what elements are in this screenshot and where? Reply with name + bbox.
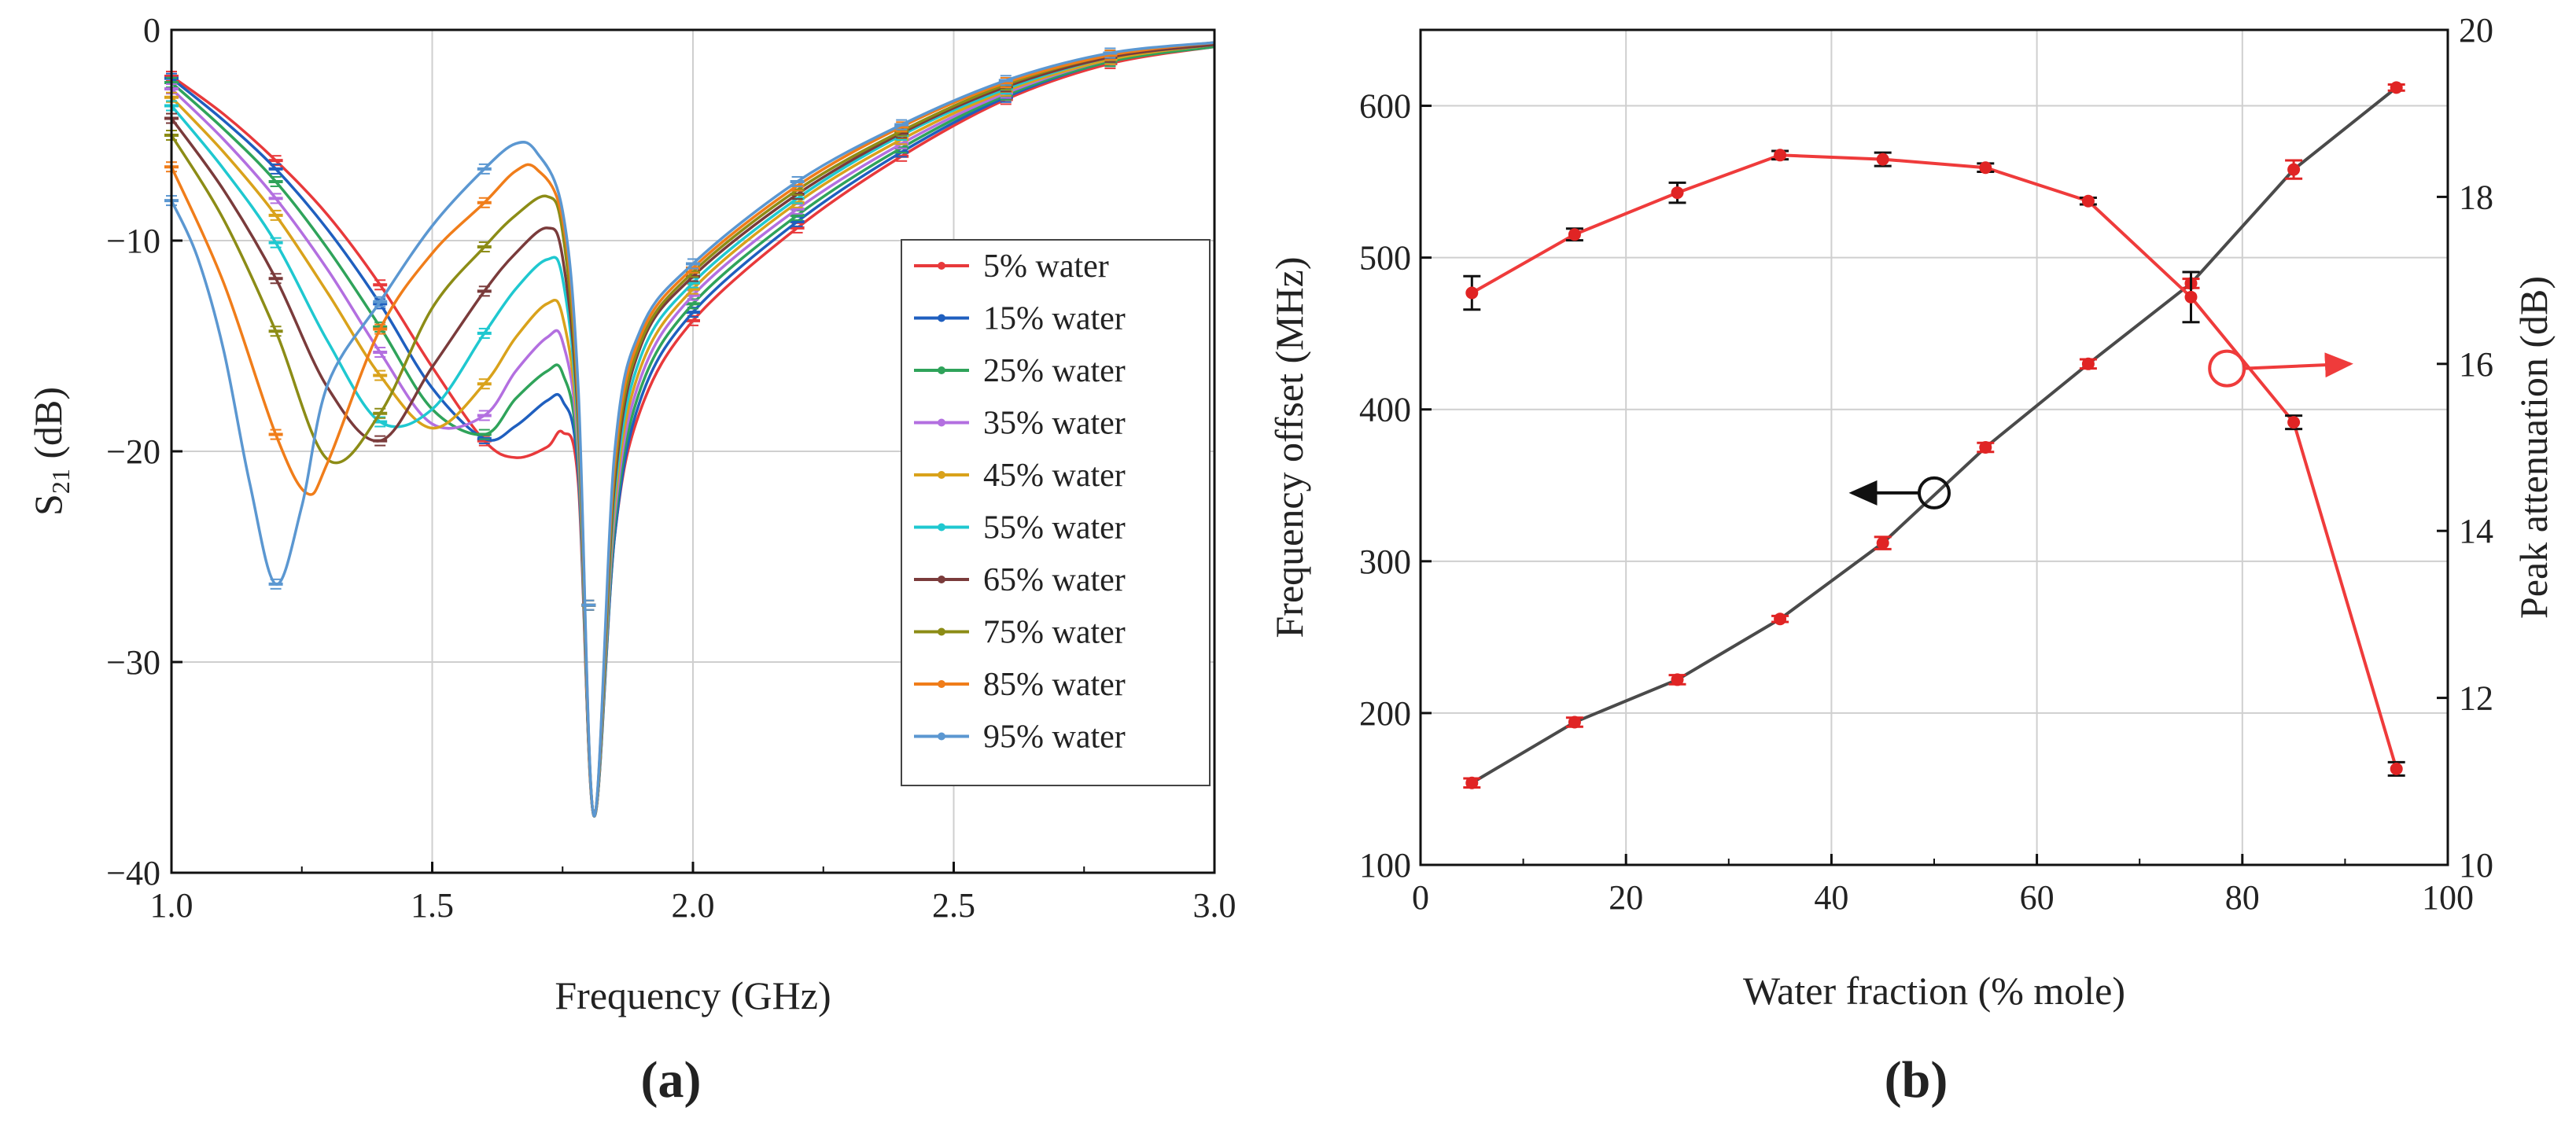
x-tick-label-b: 100 [2422, 878, 2474, 917]
peak-attenuation-point [2184, 290, 2198, 303]
series-group-b [1463, 81, 2405, 789]
x-tick-label-b: 60 [2020, 878, 2055, 917]
legend-label: 45% water [983, 458, 1126, 494]
ticks-b: 0 20 40 60 80 100 100 200 300 400 500 600 10 12 14 16 18… [1359, 11, 2493, 917]
y-tick-label-left-b: 600 [1359, 87, 1411, 126]
frequency-offset-line [1471, 86, 2397, 785]
legend-label: 25% water [983, 353, 1126, 389]
chart-panel-b: 0 20 40 60 80 100 100 200 300 400 500 600 10 12 14 16 18… [1267, 11, 2556, 1109]
peak-attenuation-point [1774, 149, 1787, 162]
frequency-offset-point [1465, 776, 1479, 789]
legend-label: 65% water [983, 562, 1126, 598]
legend-label: 55% water [983, 510, 1126, 546]
y-label-unit-a: (dB) [26, 387, 70, 469]
y-tick-label-left-b: 200 [1359, 694, 1411, 733]
ticks-a: 1.0 1.5 2.0 2.5 3.0 0 −10 −20 −30 −40 [106, 11, 1236, 925]
legend-label: 75% water [983, 615, 1126, 651]
y-tick-label-a: −20 [106, 432, 160, 471]
frequency-offset-point [2081, 357, 2095, 370]
legend-marker [938, 471, 945, 479]
axis-indicator-circle [2208, 349, 2246, 388]
y-axis-label-right-b: Peak attenuation (dB) [2512, 276, 2556, 619]
legend-marker [938, 680, 945, 688]
legend-label: 15% water [983, 301, 1126, 337]
peak-attenuation-point [2390, 762, 2403, 775]
legend-marker [938, 576, 945, 583]
peak-attenuation-point [1568, 228, 1581, 241]
legend-label: 5% water [983, 248, 1109, 285]
y-tick-label-right-b: 20 [2459, 11, 2493, 50]
frequency-offset-point [1774, 613, 1787, 626]
legend-marker [938, 262, 945, 270]
legend-marker [938, 523, 945, 532]
frequency-offset-point [1876, 536, 1889, 550]
y-axis-label-left-b: Frequency offset (MHz) [1267, 256, 1311, 638]
x-tick-label-a: 1.5 [411, 886, 454, 925]
axis-indicator-arrow [2244, 352, 2353, 378]
y-tick-label-right-b: 12 [2459, 679, 2493, 718]
legend-box-a [901, 239, 1211, 786]
y-tick-label-left-b: 100 [1359, 846, 1411, 885]
y-tick-label-left-b: 300 [1359, 543, 1411, 581]
frequency-offset-point [1979, 441, 1992, 454]
peak-attenuation-point [1876, 153, 1889, 166]
x-tick-label-a: 2.5 [932, 886, 975, 925]
legend-marker [938, 418, 945, 427]
y-tick-label-right-b: 10 [2459, 846, 2493, 885]
x-tick-label-a: 2.0 [672, 886, 715, 925]
y-tick-label-right-b: 14 [2459, 512, 2493, 550]
x-tick-label-b: 0 [1412, 878, 1429, 917]
legend-marker [938, 314, 945, 322]
caption-b: (b) [1885, 1051, 1948, 1109]
series-group-a [164, 41, 1215, 818]
peak-attenuation-point [1671, 186, 1684, 200]
x-axis-label-b: Water fraction (% mole) [1743, 969, 2125, 1013]
plot-frame-b [1419, 28, 2449, 866]
legend-label: 95% water [983, 719, 1126, 756]
y-tick-label-a: −30 [106, 643, 160, 682]
y-tick-label-a: −10 [106, 222, 160, 260]
peak-attenuation-point [1465, 286, 1479, 300]
y-label-sub-a: 21 [46, 469, 75, 494]
y-label-main-a: S [26, 494, 70, 516]
frequency-offset-point [2287, 163, 2301, 176]
legend-a: 5% water 15% water 25% water 35% water 45% w… [901, 239, 1211, 786]
legend-label: 85% water [983, 667, 1126, 703]
x-tick-label-b: 40 [1814, 878, 1848, 917]
x-tick-label-b: 20 [1609, 878, 1643, 917]
grid-b [1420, 30, 2449, 866]
legend-label: 35% water [983, 406, 1126, 442]
axis-indicator-circle [1918, 476, 1951, 509]
legend-marker [938, 366, 945, 374]
frequency-offset-point [1568, 716, 1581, 729]
frequency-offset-point [1671, 673, 1684, 686]
y-axis-label-a: S21 (dB) [26, 387, 75, 516]
caption-a: (a) [641, 1051, 702, 1109]
legend-marker [938, 627, 945, 636]
x-tick-label-a: 1.0 [150, 886, 193, 925]
y-tick-label-a: 0 [143, 11, 160, 50]
peak-attenuation-point [1979, 161, 1992, 175]
annotations-b [1848, 349, 2353, 509]
peak-attenuation-point [2081, 194, 2095, 208]
x-tick-label-b: 80 [2225, 878, 2260, 917]
legend-marker [938, 732, 945, 741]
chart-panel-a: 1.0 1.5 2.0 2.5 3.0 0 −10 −20 −30 −40 Frequency (… [26, 11, 1236, 1109]
peak-attenuation-line [1471, 153, 2398, 770]
y-tick-label-right-b: 18 [2459, 178, 2493, 216]
frequency-offset-point [2390, 81, 2403, 94]
y-tick-label-right-b: 16 [2459, 345, 2493, 384]
peak-attenuation-point [2287, 416, 2301, 429]
x-tick-label-a: 3.0 [1193, 886, 1236, 925]
x-axis-label-a: Frequency (GHz) [555, 973, 831, 1017]
y-tick-label-a: −40 [106, 854, 160, 892]
y-tick-label-left-b: 400 [1359, 391, 1411, 429]
y-tick-label-left-b: 500 [1359, 239, 1411, 278]
